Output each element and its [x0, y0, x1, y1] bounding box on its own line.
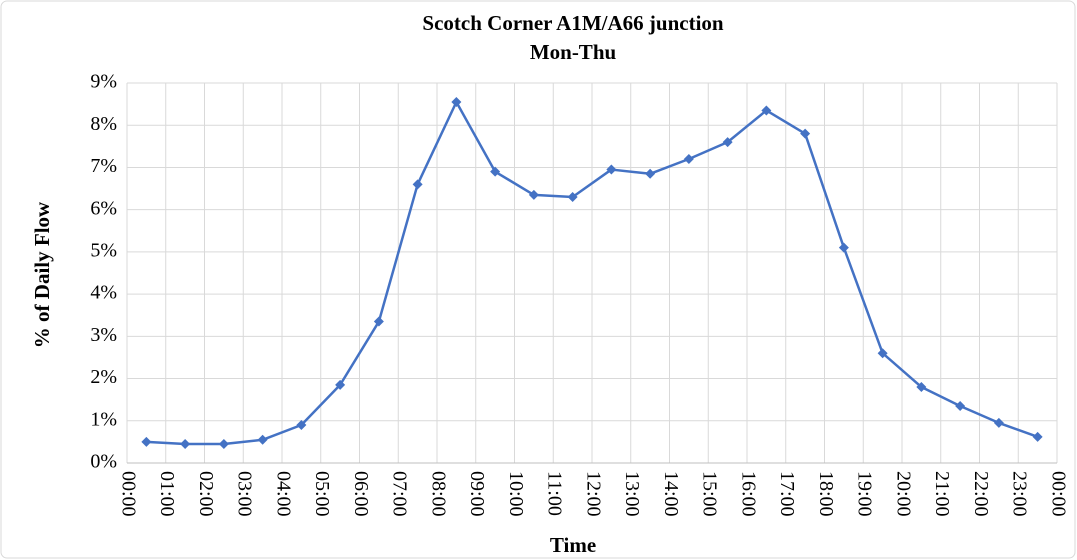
data-point: [993, 417, 1004, 428]
x-tick-label: 14:00: [660, 471, 682, 517]
x-tick-label: 11:00: [544, 471, 566, 516]
x-tick-label: 06:00: [350, 471, 372, 517]
chart-subtitle: Mon-Thu: [530, 40, 617, 64]
x-tick-label: 03:00: [234, 471, 256, 517]
x-tick-label: 10:00: [505, 471, 527, 517]
x-tick-label: 20:00: [892, 471, 914, 517]
x-tick-label: 22:00: [970, 471, 992, 517]
y-tick-label: 1%: [90, 408, 117, 430]
y-tick-label: 8%: [90, 113, 117, 135]
data-point: [528, 189, 539, 200]
data-point: [490, 166, 501, 177]
x-tick-label: 16:00: [737, 471, 759, 517]
x-tick-label: 19:00: [854, 471, 876, 517]
y-tick-label: 9%: [90, 71, 117, 93]
x-tick-label: 00:00: [117, 471, 139, 517]
data-point: [567, 192, 578, 202]
data-point: [838, 242, 849, 253]
data-point: [335, 379, 346, 390]
data-point: [373, 316, 384, 327]
x-tick-label: 17:00: [776, 471, 798, 517]
y-tick-label: 3%: [90, 324, 117, 346]
data-point: [761, 105, 772, 116]
data-point: [955, 401, 966, 411]
y-axis-title: % of Daily Flow: [30, 201, 54, 348]
data-point: [606, 164, 617, 175]
data-point: [257, 434, 268, 445]
x-tick-label: 05:00: [311, 471, 333, 517]
x-tick-label: 04:00: [272, 471, 294, 517]
data-point: [683, 154, 694, 164]
x-tick-label: 12:00: [582, 471, 604, 517]
data-point: [180, 439, 191, 449]
x-tick-label: 08:00: [427, 471, 449, 517]
data-point: [218, 439, 229, 449]
x-tick-label: 21:00: [931, 471, 953, 517]
data-point: [141, 436, 152, 447]
x-axis-title: Time: [550, 533, 596, 557]
y-tick-label: 6%: [90, 197, 117, 219]
data-point: [1032, 431, 1043, 442]
data-point: [451, 97, 462, 107]
data-point: [296, 420, 307, 430]
x-tick-label: 15:00: [699, 471, 721, 517]
data-point: [877, 348, 888, 359]
y-tick-label: 4%: [90, 282, 117, 304]
y-tick-label: 2%: [90, 366, 117, 388]
y-tick-label: 0%: [90, 451, 117, 473]
x-tick-label: 13:00: [621, 471, 643, 517]
x-tick-label: 09:00: [466, 471, 488, 517]
data-point: [800, 128, 811, 139]
x-tick-label: 00:00: [1047, 471, 1069, 517]
data-line: [146, 100, 1039, 446]
x-tick-label: 02:00: [195, 471, 217, 517]
y-tick-label: 5%: [90, 239, 117, 261]
chart-title: Scotch Corner A1M/A66 junction: [422, 11, 723, 35]
data-point: [722, 137, 733, 148]
data-point: [412, 179, 423, 190]
data-point: [916, 382, 927, 392]
data-point: [645, 168, 656, 179]
x-tick-label: 01:00: [156, 471, 178, 517]
y-tick-label: 7%: [90, 155, 117, 177]
x-tick-label: 23:00: [1009, 471, 1031, 517]
x-tick-label: 07:00: [389, 471, 411, 517]
x-tick-label: 18:00: [815, 471, 837, 517]
